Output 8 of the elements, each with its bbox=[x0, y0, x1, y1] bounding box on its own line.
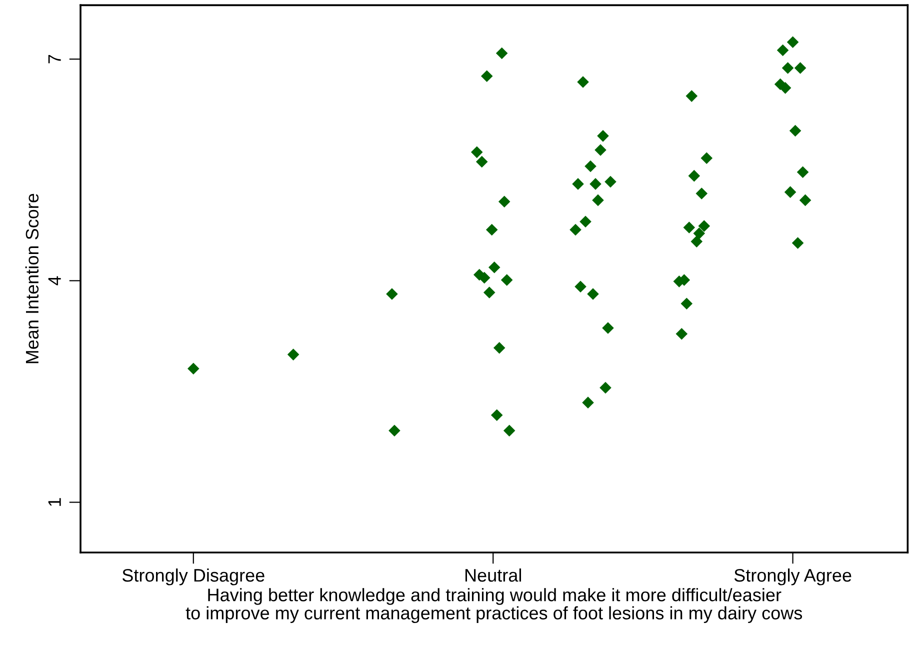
y-tick-label: 4 bbox=[48, 276, 61, 286]
y-axis-title: Mean Intention Score bbox=[25, 194, 39, 364]
y-tick-label: 7 bbox=[48, 55, 61, 64]
x-axis-title: Having better knowledge and training would make it more difficult/easier to improve my current management practices of foot lesions in my dairy cows bbox=[186, 588, 802, 624]
x-tick-label: Neutral bbox=[465, 568, 521, 582]
y-tick-label: 1 bbox=[48, 498, 61, 506]
x-tick-label: Strongly Disagree bbox=[122, 568, 264, 586]
x-tick-label: Strongly Agree bbox=[734, 568, 852, 586]
